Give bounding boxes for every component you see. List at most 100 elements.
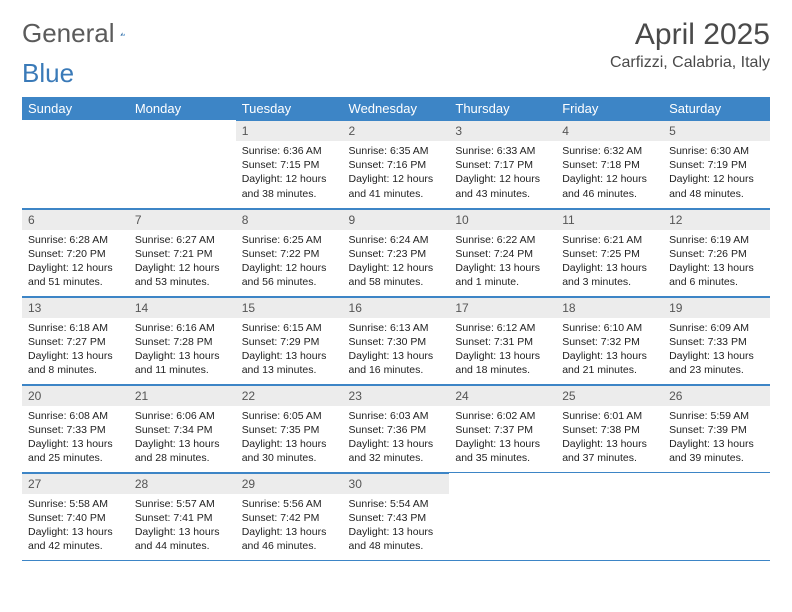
- calendar-row: 27Sunrise: 5:58 AMSunset: 7:40 PMDayligh…: [22, 472, 770, 560]
- calendar-cell: 2Sunrise: 6:35 AMSunset: 7:16 PMDaylight…: [343, 120, 450, 208]
- calendar-cell: 7Sunrise: 6:27 AMSunset: 7:21 PMDaylight…: [129, 208, 236, 296]
- daylight-line: Daylight: 13 hours and 21 minutes.: [562, 349, 657, 377]
- day-body: Sunrise: 6:06 AMSunset: 7:34 PMDaylight:…: [129, 406, 236, 472]
- dayhead-fri: Friday: [556, 97, 663, 120]
- calendar-cell: 20Sunrise: 6:08 AMSunset: 7:33 PMDayligh…: [22, 384, 129, 472]
- sunset-line: Sunset: 7:24 PM: [455, 247, 550, 261]
- sunset-line: Sunset: 7:38 PM: [562, 423, 657, 437]
- day-number: 28: [129, 473, 236, 494]
- day-body: Sunrise: 5:58 AMSunset: 7:40 PMDaylight:…: [22, 494, 129, 560]
- daylight-line: Daylight: 12 hours and 53 minutes.: [135, 261, 230, 289]
- daylight-line: Daylight: 12 hours and 46 minutes.: [562, 172, 657, 200]
- sunrise-line: Sunrise: 6:30 AM: [669, 144, 764, 158]
- calendar-cell: 30Sunrise: 5:54 AMSunset: 7:43 PMDayligh…: [343, 472, 450, 560]
- sunset-line: Sunset: 7:15 PM: [242, 158, 337, 172]
- day-number: 12: [663, 209, 770, 230]
- calendar-cell: [22, 120, 129, 208]
- calendar-cell: 24Sunrise: 6:02 AMSunset: 7:37 PMDayligh…: [449, 384, 556, 472]
- day-body: Sunrise: 6:19 AMSunset: 7:26 PMDaylight:…: [663, 230, 770, 296]
- day-number: 14: [129, 297, 236, 318]
- calendar-cell: 4Sunrise: 6:32 AMSunset: 7:18 PMDaylight…: [556, 120, 663, 208]
- sunset-line: Sunset: 7:37 PM: [455, 423, 550, 437]
- sunrise-line: Sunrise: 6:21 AM: [562, 233, 657, 247]
- day-number: 4: [556, 120, 663, 141]
- sunset-line: Sunset: 7:19 PM: [669, 158, 764, 172]
- day-number: 11: [556, 209, 663, 230]
- dayhead-tue: Tuesday: [236, 97, 343, 120]
- sunrise-line: Sunrise: 5:59 AM: [669, 409, 764, 423]
- calendar-cell: 8Sunrise: 6:25 AMSunset: 7:22 PMDaylight…: [236, 208, 343, 296]
- day-number: 26: [663, 385, 770, 406]
- day-number: 6: [22, 209, 129, 230]
- day-body: Sunrise: 6:30 AMSunset: 7:19 PMDaylight:…: [663, 141, 770, 207]
- day-number: 15: [236, 297, 343, 318]
- calendar-cell: 18Sunrise: 6:10 AMSunset: 7:32 PMDayligh…: [556, 296, 663, 384]
- calendar-cell: [663, 472, 770, 560]
- month-title: April 2025: [610, 18, 770, 52]
- daylight-line: Daylight: 12 hours and 51 minutes.: [28, 261, 123, 289]
- sunrise-line: Sunrise: 6:08 AM: [28, 409, 123, 423]
- daylight-line: Daylight: 13 hours and 48 minutes.: [349, 525, 444, 553]
- daylight-line: Daylight: 12 hours and 48 minutes.: [669, 172, 764, 200]
- calendar-cell: 28Sunrise: 5:57 AMSunset: 7:41 PMDayligh…: [129, 472, 236, 560]
- sunrise-line: Sunrise: 6:18 AM: [28, 321, 123, 335]
- logo-text-2: Blue: [22, 58, 74, 89]
- calendar-cell: 1Sunrise: 6:36 AMSunset: 7:15 PMDaylight…: [236, 120, 343, 208]
- day-body: Sunrise: 6:25 AMSunset: 7:22 PMDaylight:…: [236, 230, 343, 296]
- day-number: 13: [22, 297, 129, 318]
- day-number: 5: [663, 120, 770, 141]
- daylight-line: Daylight: 13 hours and 44 minutes.: [135, 525, 230, 553]
- sunset-line: Sunset: 7:32 PM: [562, 335, 657, 349]
- calendar-cell: 29Sunrise: 5:56 AMSunset: 7:42 PMDayligh…: [236, 472, 343, 560]
- day-number: 17: [449, 297, 556, 318]
- daylight-line: Daylight: 13 hours and 13 minutes.: [242, 349, 337, 377]
- day-number: 1: [236, 120, 343, 141]
- day-number: 19: [663, 297, 770, 318]
- dayhead-sun: Sunday: [22, 97, 129, 120]
- daylight-line: Daylight: 12 hours and 58 minutes.: [349, 261, 444, 289]
- calendar-cell: 6Sunrise: 6:28 AMSunset: 7:20 PMDaylight…: [22, 208, 129, 296]
- calendar-cell: [449, 472, 556, 560]
- sunset-line: Sunset: 7:25 PM: [562, 247, 657, 261]
- day-body: Sunrise: 6:22 AMSunset: 7:24 PMDaylight:…: [449, 230, 556, 296]
- calendar-cell: 21Sunrise: 6:06 AMSunset: 7:34 PMDayligh…: [129, 384, 236, 472]
- day-number: 21: [129, 385, 236, 406]
- sunset-line: Sunset: 7:39 PM: [669, 423, 764, 437]
- calendar-cell: 23Sunrise: 6:03 AMSunset: 7:36 PMDayligh…: [343, 384, 450, 472]
- sunset-line: Sunset: 7:21 PM: [135, 247, 230, 261]
- dayhead-thu: Thursday: [449, 97, 556, 120]
- sunrise-line: Sunrise: 6:16 AM: [135, 321, 230, 335]
- sunrise-line: Sunrise: 6:06 AM: [135, 409, 230, 423]
- calendar-cell: 19Sunrise: 6:09 AMSunset: 7:33 PMDayligh…: [663, 296, 770, 384]
- day-body: Sunrise: 6:21 AMSunset: 7:25 PMDaylight:…: [556, 230, 663, 296]
- dayhead-wed: Wednesday: [343, 97, 450, 120]
- calendar-cell: 17Sunrise: 6:12 AMSunset: 7:31 PMDayligh…: [449, 296, 556, 384]
- sunrise-line: Sunrise: 6:28 AM: [28, 233, 123, 247]
- sunset-line: Sunset: 7:17 PM: [455, 158, 550, 172]
- calendar-row: 1Sunrise: 6:36 AMSunset: 7:15 PMDaylight…: [22, 120, 770, 208]
- sunrise-line: Sunrise: 6:33 AM: [455, 144, 550, 158]
- day-body: Sunrise: 6:10 AMSunset: 7:32 PMDaylight:…: [556, 318, 663, 384]
- calendar-cell: 15Sunrise: 6:15 AMSunset: 7:29 PMDayligh…: [236, 296, 343, 384]
- sunset-line: Sunset: 7:29 PM: [242, 335, 337, 349]
- calendar-cell: 3Sunrise: 6:33 AMSunset: 7:17 PMDaylight…: [449, 120, 556, 208]
- day-number: 18: [556, 297, 663, 318]
- calendar-cell: 12Sunrise: 6:19 AMSunset: 7:26 PMDayligh…: [663, 208, 770, 296]
- sunset-line: Sunset: 7:43 PM: [349, 511, 444, 525]
- day-number: 2: [343, 120, 450, 141]
- daylight-line: Daylight: 13 hours and 42 minutes.: [28, 525, 123, 553]
- sunset-line: Sunset: 7:18 PM: [562, 158, 657, 172]
- location-label: Carfizzi, Calabria, Italy: [610, 54, 770, 72]
- calendar-table: Sunday Monday Tuesday Wednesday Thursday…: [22, 97, 770, 561]
- daylight-line: Daylight: 12 hours and 56 minutes.: [242, 261, 337, 289]
- day-body: Sunrise: 6:08 AMSunset: 7:33 PMDaylight:…: [22, 406, 129, 472]
- day-body: Sunrise: 6:03 AMSunset: 7:36 PMDaylight:…: [343, 406, 450, 472]
- dayhead-sat: Saturday: [663, 97, 770, 120]
- sunset-line: Sunset: 7:33 PM: [669, 335, 764, 349]
- day-number: 10: [449, 209, 556, 230]
- day-body: Sunrise: 6:33 AMSunset: 7:17 PMDaylight:…: [449, 141, 556, 207]
- sunrise-line: Sunrise: 5:56 AM: [242, 497, 337, 511]
- day-body: Sunrise: 6:16 AMSunset: 7:28 PMDaylight:…: [129, 318, 236, 384]
- calendar-cell: 25Sunrise: 6:01 AMSunset: 7:38 PMDayligh…: [556, 384, 663, 472]
- daylight-line: Daylight: 12 hours and 38 minutes.: [242, 172, 337, 200]
